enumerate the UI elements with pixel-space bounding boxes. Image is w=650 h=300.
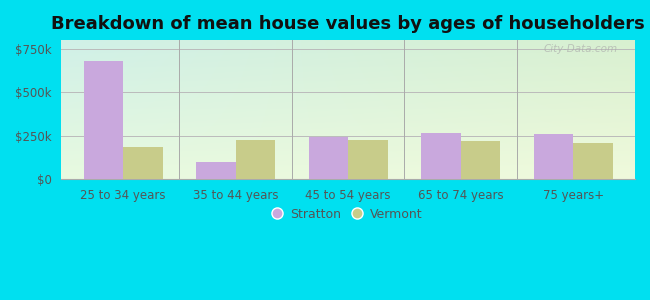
Title: Breakdown of mean house values by ages of householders: Breakdown of mean house values by ages o… bbox=[51, 15, 645, 33]
Bar bbox=[196, 162, 236, 179]
Bar bbox=[84, 61, 124, 179]
Bar bbox=[236, 140, 275, 179]
Bar bbox=[421, 133, 461, 179]
Bar bbox=[461, 141, 500, 179]
Text: City-Data.com: City-Data.com bbox=[543, 44, 618, 54]
Bar bbox=[309, 137, 348, 179]
Bar bbox=[348, 140, 387, 179]
Bar bbox=[573, 143, 612, 179]
Legend: Stratton, Vermont: Stratton, Vermont bbox=[269, 203, 428, 226]
Bar bbox=[534, 134, 573, 179]
Bar bbox=[124, 147, 162, 179]
